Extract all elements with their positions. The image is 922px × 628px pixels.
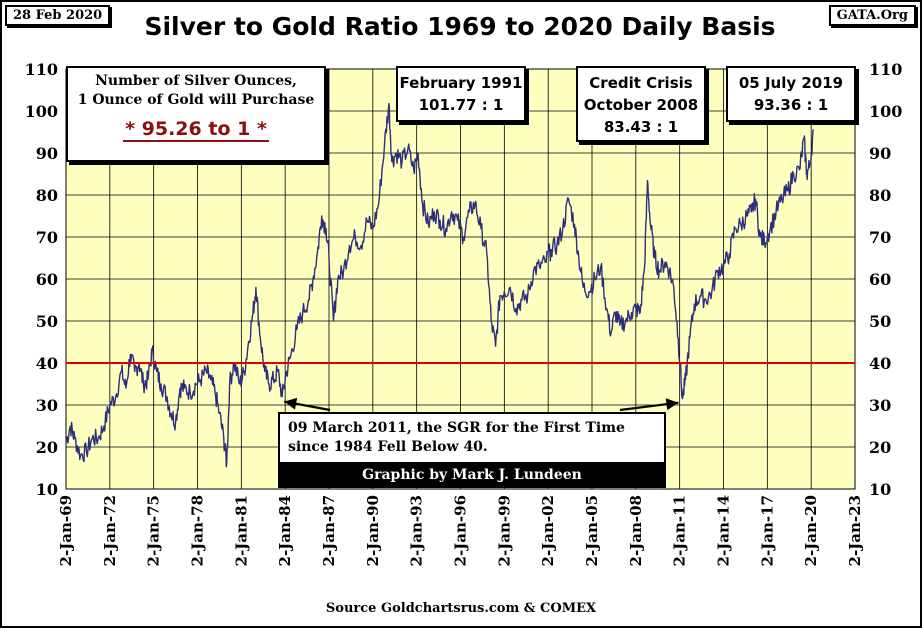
- x-tick-label: 2-Jan-05: [583, 495, 601, 566]
- arrow-head: [665, 398, 679, 411]
- y-tick-label-left: 80: [36, 186, 58, 205]
- y-tick-label-left: 50: [36, 312, 58, 331]
- x-axis-labels: 2-Jan-69 2-Jan-72 2-Jan-75 2-Jan-78 2-Jan-81…: [57, 495, 864, 566]
- graphic-credit: Graphic by Mark J. Lundeen: [278, 462, 666, 488]
- date-badge: 28 Feb 2020: [5, 5, 111, 26]
- source-site-badge: GATA.Org: [828, 5, 916, 26]
- annotation-credit-crisis: Credit Crisis October 2008 83.43 : 1: [576, 66, 706, 142]
- annotation-july-2019-line2: 93.36 : 1: [753, 96, 829, 114]
- x-tick-label: 2-Jan-90: [364, 495, 382, 566]
- x-tick-label: 2-Jan-84: [276, 495, 294, 566]
- y-tick-label-right: 50: [869, 312, 891, 331]
- x-tick-label: 2-Jan-78: [189, 495, 207, 566]
- info-line-2: 1 Ounce of Gold will Purchase: [77, 92, 315, 108]
- annotation-feb-1991-line1: February 1991: [399, 74, 523, 92]
- y-tick-label-right: 90: [869, 144, 891, 163]
- arrow-head: [284, 397, 298, 410]
- y-tick-label-right: 70: [869, 228, 891, 247]
- x-tick-label: 2-Jan-72: [101, 495, 119, 566]
- current-ratio-value: * 95.26 to 1 *: [123, 118, 269, 142]
- x-tick-label: 2-Jan-23: [846, 495, 864, 566]
- annotation-march-2011-line2: since 1984 Fell Below 40.: [288, 439, 488, 455]
- y-tick-label-right: 10: [869, 480, 891, 499]
- x-tick-label: 2-Jan-14: [715, 495, 733, 566]
- x-tick-label: 2-Jan-08: [627, 495, 645, 566]
- y-tick-label-right: 60: [869, 270, 891, 289]
- annotation-march-2011-line1: 09 March 2011, the SGR for the First Tim…: [288, 420, 625, 436]
- y-tick-label-left: 30: [36, 396, 58, 415]
- x-tick-label: 2-Jan-81: [232, 495, 250, 566]
- y-tick-label-left: 100: [25, 102, 58, 121]
- annotation-credit-crisis-line3: 83.43 : 1: [603, 118, 679, 136]
- y-tick-label-right: 30: [869, 396, 891, 415]
- annotation-july-2019-line1: 05 July 2019: [738, 74, 844, 92]
- x-tick-label: 2-Jan-87: [320, 495, 338, 566]
- y-tick-label-right: 100: [869, 102, 902, 121]
- x-tick-label: 2-Jan-96: [452, 495, 470, 566]
- y-tick-label-left: 60: [36, 270, 58, 289]
- y-tick-label-left: 90: [36, 144, 58, 163]
- x-tick-label: 2-Jan-99: [495, 495, 513, 566]
- y-axis-labels: 10 10 20 20 30 30 40 40 50 50 60 60 70 70 80 80 90 90 100 1…: [25, 60, 903, 499]
- x-tick-label: 2-Jan-75: [145, 495, 163, 566]
- y-tick-label-right: 20: [869, 438, 891, 457]
- chart-title: Silver to Gold Ratio 1969 to 2020 Daily …: [144, 12, 776, 41]
- y-tick-label-left: 40: [36, 354, 58, 373]
- y-tick-label-left: 70: [36, 228, 58, 247]
- y-tick-label-right: 110: [869, 60, 902, 79]
- series-line-silver-gold-ratio: [65, 102, 815, 468]
- y-tick-label-left: 20: [36, 438, 58, 457]
- ratio-info-box: Number of Silver Ounces, 1 Ounce of Gold…: [66, 66, 326, 162]
- x-tick-label: 2-Jan-11: [671, 495, 689, 566]
- y-tick-label-right: 80: [869, 186, 891, 205]
- annotation-credit-crisis-line1: Credit Crisis: [589, 74, 693, 92]
- y-tick-label-left: 10: [36, 480, 58, 499]
- annotation-july-2019: 05 July 2019 93.36 : 1: [726, 66, 856, 122]
- annotation-feb-1991: February 1991 101.77 : 1: [396, 66, 526, 122]
- annotation-arrows: [284, 397, 679, 412]
- annotation-credit-crisis-line2: October 2008: [583, 96, 699, 114]
- y-tick-label-left: 110: [25, 60, 58, 79]
- x-tick-label: 2-Jan-93: [408, 495, 426, 566]
- info-line-1: Number of Silver Ounces,: [95, 73, 297, 89]
- x-tick-label: 2-Jan-17: [758, 495, 776, 566]
- x-tick-label: 2-Jan-69: [57, 495, 75, 566]
- x-tick-label: 2-Jan-02: [539, 495, 557, 566]
- y-tick-label-right: 40: [869, 354, 891, 373]
- source-footer: Source Goldchartsrus.com & COMEX: [326, 601, 597, 616]
- x-tick-label: 2-Jan-20: [802, 495, 820, 566]
- annotation-feb-1991-line2: 101.77 : 1: [418, 96, 504, 114]
